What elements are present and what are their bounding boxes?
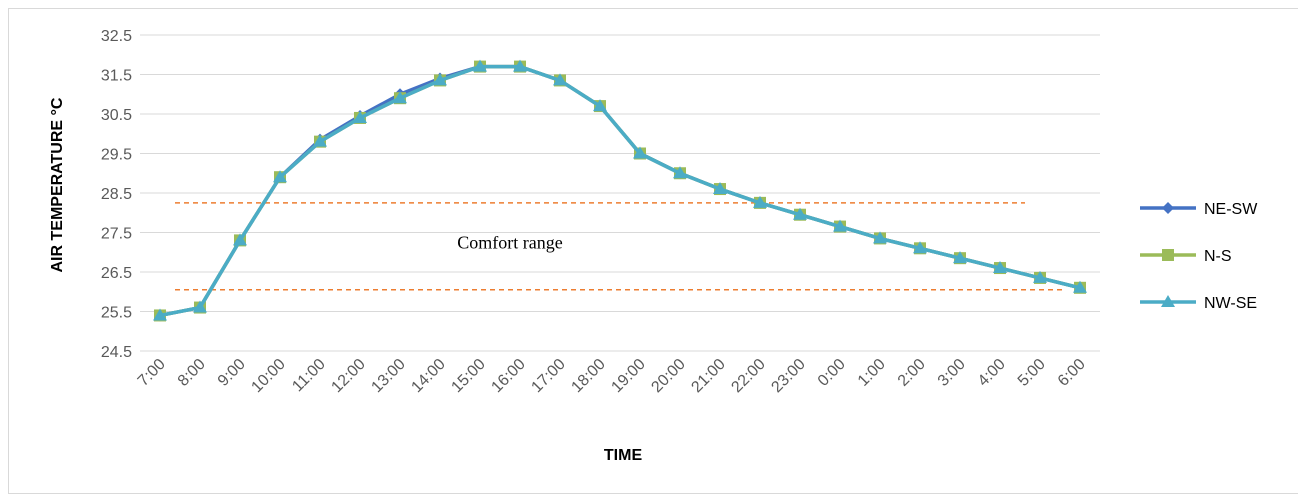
gridlines [140,34,1100,352]
series-line [159,64,1081,318]
legend-marker [1162,202,1174,214]
data-point [513,59,527,72]
data-point [993,261,1007,274]
data-point [793,207,807,220]
data-point [473,59,487,72]
x-tick-label: 21:00 [688,356,728,396]
legend-item-ne-sw: NE-SW [1140,201,1258,218]
x-tick-label: 10:00 [248,356,288,396]
y-tick-label: 29.5 [101,147,132,164]
y-axis-title: AIR TEMPERATURE °C [49,97,66,272]
data-point [193,300,207,313]
y-tick-label: 30.5 [101,107,132,124]
data-point [593,99,607,112]
x-tick-label: 11:00 [289,356,329,396]
x-tick-label: 20:00 [648,356,688,396]
comfort-range-label: Comfort range [457,232,562,252]
data-point [153,308,167,321]
x-tick-label: 14:00 [408,356,448,396]
data-point [873,231,887,244]
data-point [1073,280,1087,293]
x-tick-label: 12:00 [328,356,368,396]
series-group [153,59,1087,322]
x-tick-label: 3:00 [935,356,969,390]
data-point [553,73,567,86]
data-point [393,91,407,104]
data-point [353,110,367,123]
x-tick-label: 15:00 [448,356,488,396]
x-tick-label: 22:00 [728,356,768,396]
x-axis-ticks: 7:00 8:00 9:00 10:00 11:00 12:00 13:00 14:00 15:… [135,356,1089,396]
x-tick-label: 1:00 [855,356,889,390]
chart-frame [8,8,1298,494]
x-axis-title: TIME [604,447,643,464]
series-n-s [154,60,1086,322]
comfort-range-lines [175,202,1065,291]
x-tick-label: 13:00 [368,356,408,396]
y-tick-label: 24.5 [101,344,132,361]
x-tick-label: 6:00 [1055,356,1089,390]
series-nw-se [153,59,1087,321]
x-tick-label: 5:00 [1015,356,1049,390]
legend-item-n-s: N-S [1140,248,1232,265]
data-point [313,134,327,147]
legend-label: NE-SW [1204,201,1258,218]
y-tick-label: 28.5 [101,186,132,203]
y-tick-label: 26.5 [101,265,132,282]
y-tick-label: 31.5 [101,68,132,85]
x-tick-label: 0:00 [815,356,849,390]
y-tick-label: 25.5 [101,305,132,322]
data-point [753,195,767,208]
data-point [713,182,727,195]
data-point [953,251,967,264]
data-point [433,73,447,86]
legend: NE-SW N-S NW-SE [1140,201,1258,312]
legend-marker [1161,295,1175,307]
y-axis-ticks: 24.5 25.5 26.5 27.5 28.5 29.5 30.5 31.5 32.5 [101,28,132,361]
data-point [913,241,927,254]
x-tick-label: 2:00 [895,356,929,390]
data-point [833,219,847,232]
data-point [1033,270,1047,283]
x-tick-label: 7:00 [135,356,169,390]
data-point [673,166,687,179]
x-tick-label: 18:00 [568,356,608,396]
series-line [159,64,1081,318]
series-line [159,64,1081,318]
x-tick-label: 4:00 [975,356,1009,390]
legend-label: NW-SE [1204,295,1257,312]
legend-label: N-S [1204,248,1232,265]
data-point [233,233,247,246]
x-tick-label: 16:00 [488,356,528,396]
data-point [273,170,287,183]
x-tick-label: 19:00 [608,356,648,396]
y-tick-label: 32.5 [101,28,132,45]
x-tick-label: 17:00 [528,356,568,396]
x-tick-label: 23:00 [768,356,808,396]
legend-marker [1162,249,1174,261]
x-tick-label: 8:00 [175,356,209,390]
series-ne-sw [154,60,1086,322]
y-tick-label: 27.5 [101,226,132,243]
x-tick-label: 9:00 [215,356,249,390]
legend-item-nw-se: NW-SE [1140,295,1257,312]
data-point [633,146,647,159]
